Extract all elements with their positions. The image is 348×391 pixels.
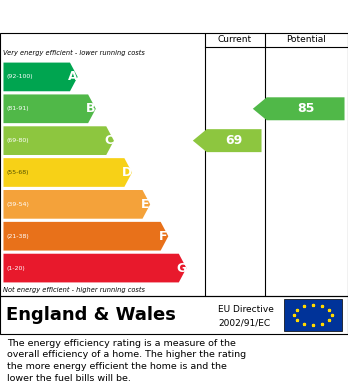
Polygon shape [3, 158, 132, 187]
Polygon shape [253, 97, 345, 120]
Text: 69: 69 [226, 134, 243, 147]
Text: Potential: Potential [286, 36, 326, 45]
Polygon shape [3, 190, 150, 219]
Text: A: A [68, 70, 77, 83]
Polygon shape [3, 254, 187, 282]
Text: (92-100): (92-100) [7, 74, 34, 79]
Text: (39-54): (39-54) [7, 202, 30, 207]
Polygon shape [3, 95, 96, 123]
Text: Very energy efficient - lower running costs: Very energy efficient - lower running co… [3, 50, 145, 56]
Text: (21-38): (21-38) [7, 234, 30, 239]
Text: (1-20): (1-20) [7, 265, 26, 271]
Polygon shape [3, 126, 114, 155]
Text: E: E [141, 198, 149, 211]
Text: (69-80): (69-80) [7, 138, 30, 143]
Text: Energy Efficiency Rating: Energy Efficiency Rating [10, 9, 212, 24]
Polygon shape [3, 222, 168, 251]
Text: EU Directive: EU Directive [218, 305, 274, 314]
Text: England & Wales: England & Wales [6, 306, 176, 324]
Text: Not energy efficient - higher running costs: Not energy efficient - higher running co… [3, 287, 145, 293]
Text: F: F [159, 230, 167, 243]
Text: C: C [104, 134, 113, 147]
Text: 85: 85 [297, 102, 314, 115]
Text: (55-68): (55-68) [7, 170, 30, 175]
Text: The energy efficiency rating is a measure of the
overall efficiency of a home. T: The energy efficiency rating is a measur… [7, 339, 246, 383]
Text: B: B [86, 102, 95, 115]
Text: Current: Current [218, 36, 252, 45]
Polygon shape [3, 63, 78, 91]
Text: 2002/91/EC: 2002/91/EC [218, 318, 270, 327]
Text: (81-91): (81-91) [7, 106, 30, 111]
Text: G: G [176, 262, 186, 274]
Polygon shape [193, 129, 261, 152]
Bar [284, 299, 342, 331]
Text: D: D [121, 166, 132, 179]
